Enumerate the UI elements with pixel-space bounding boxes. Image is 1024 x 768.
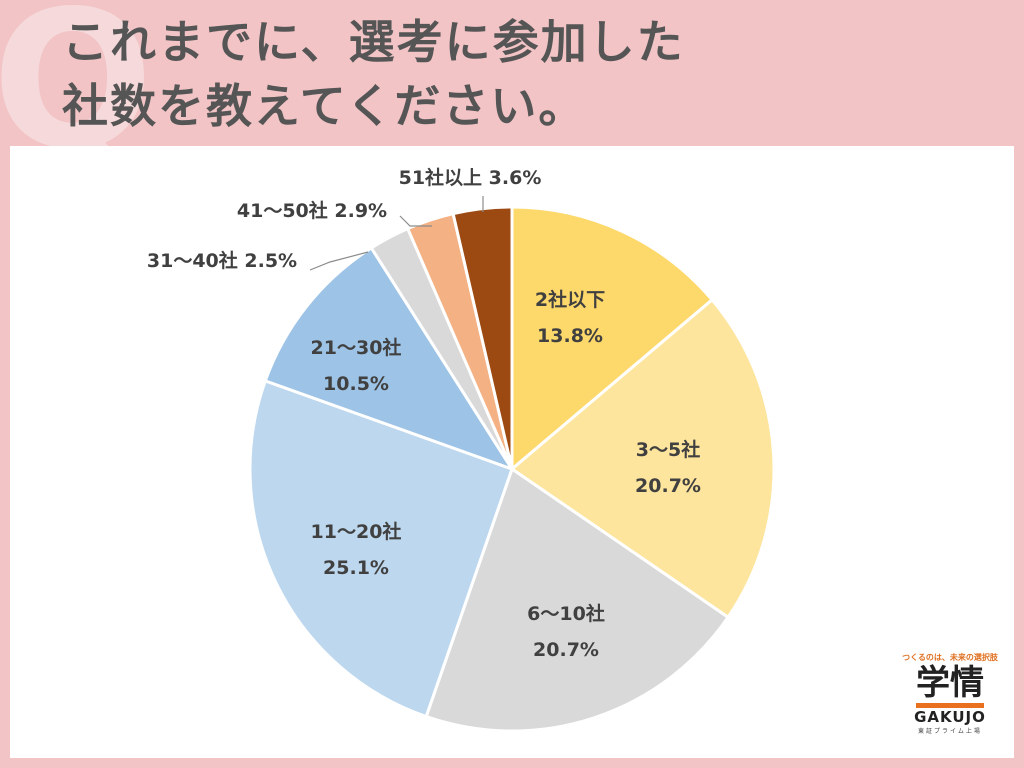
slice-value-1: 13.8% bbox=[537, 325, 603, 347]
brand-name-kanji: 学情 bbox=[916, 663, 984, 703]
title-line-1: これまでに、選考に参加した bbox=[62, 15, 685, 69]
pie-slice-3 bbox=[424, 466, 731, 733]
pie-slice-2 bbox=[509, 297, 776, 620]
title-line-2: 社数を教えてください。 bbox=[62, 79, 587, 133]
brand-bar bbox=[916, 703, 984, 708]
slice-label-1: 2社以下 bbox=[535, 288, 605, 311]
pie-slice-1 bbox=[510, 205, 715, 473]
leader-line-6 bbox=[309, 251, 369, 271]
slice-value-2: 20.7% bbox=[635, 475, 701, 497]
leader-line-7 bbox=[399, 215, 432, 227]
pie-slice-4 bbox=[248, 378, 514, 719]
brand-tagline: つくるのは、未来の選択肢 bbox=[902, 653, 998, 662]
brand-name-latin: GAKUJO bbox=[914, 708, 986, 726]
brand-listing: 東証プライム上場 bbox=[918, 728, 982, 735]
slice-label-5: 21～30社 bbox=[311, 336, 402, 359]
pie-slice-8 bbox=[451, 205, 514, 470]
slice-callout-7: 41～50社 2.9% bbox=[237, 199, 387, 222]
slice-label-2: 3～5社 bbox=[636, 438, 700, 461]
slice-callout-6: 31～40社 2.5% bbox=[147, 249, 297, 272]
slice-value-3: 20.7% bbox=[533, 639, 599, 661]
brand-logo: つくるのは、未来の選択肢 学情 GAKUJO 東証プライム上場 bbox=[900, 652, 1000, 735]
slice-label-3: 6～10社 bbox=[527, 602, 605, 625]
slice-label-4: 11～20社 bbox=[311, 520, 402, 543]
slice-value-4: 25.1% bbox=[323, 557, 389, 579]
slice-callout-8: 51社以上 3.6% bbox=[399, 166, 542, 189]
page-title: これまでに、選考に参加した 社数を教えてください。 bbox=[62, 10, 685, 138]
slice-value-5: 10.5% bbox=[323, 373, 389, 395]
